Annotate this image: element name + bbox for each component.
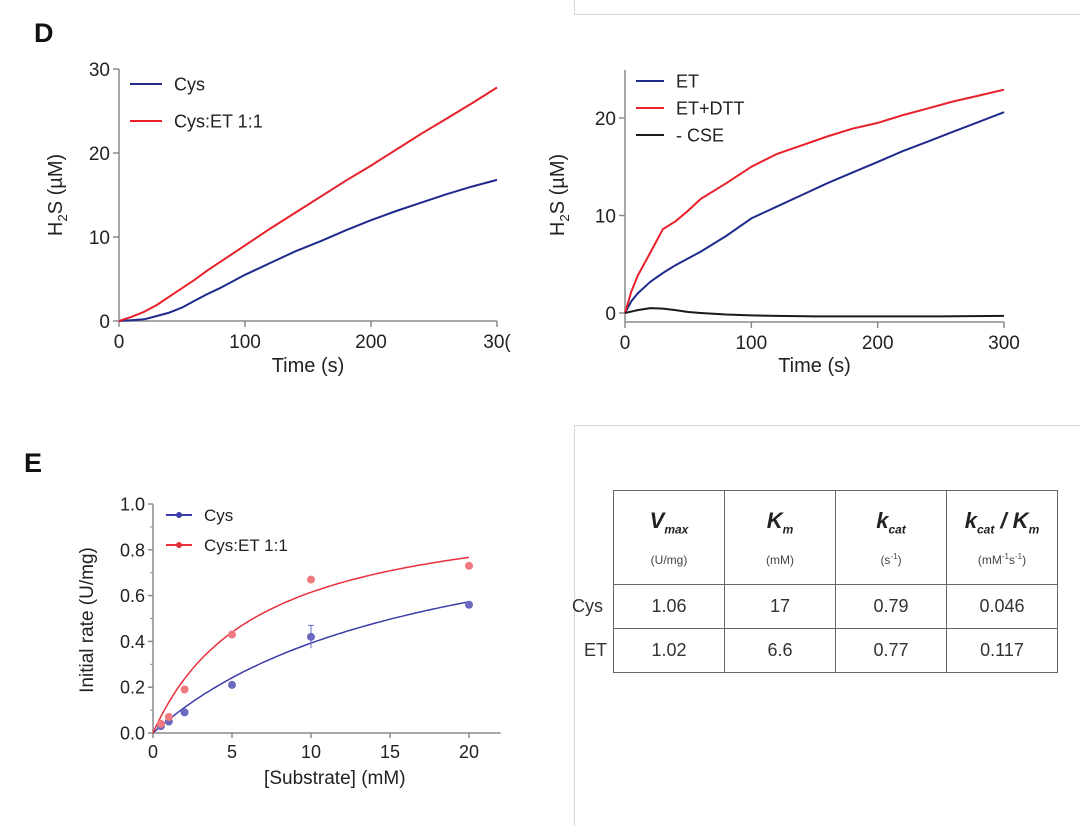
y-tick-label: 20 (89, 144, 110, 165)
x-tick-label: 0 (148, 742, 158, 762)
row-label-et: ET (583, 640, 607, 660)
table-cell: 0.79 (835, 584, 947, 629)
table-row: 1.06 17 0.79 0.046 (613, 584, 1058, 629)
data-point (465, 561, 473, 570)
y-axis-label: H2S (µM) (45, 154, 70, 236)
header-kcat-km: kcat / Km (mM-1s-1) (946, 490, 1058, 585)
legend-label-0: Cys (204, 506, 233, 525)
series-line-0 (624, 111, 1005, 314)
y-tick-label: 30 (89, 60, 110, 81)
legend-marker-0 (176, 512, 182, 518)
series-line-2 (624, 307, 1005, 318)
panel-frame-top (574, 0, 1080, 15)
table-header-row: Vmax (U/mg) Km (mM) kcat (s-1) kcat / Km… (613, 490, 1058, 585)
data-point (180, 708, 189, 717)
x-tick-label: 300 (988, 333, 1020, 354)
data-point (307, 575, 315, 584)
table-cell: 6.6 (724, 628, 836, 673)
x-axis-label: Time (s) (778, 355, 851, 377)
legend-label-2: - CSE (676, 125, 724, 145)
table-cell: 0.046 (946, 584, 1058, 629)
x-tick-label: 5 (227, 742, 237, 762)
panel-label-e: E (24, 448, 43, 478)
series-line-1 (624, 88, 1005, 314)
data-point (156, 719, 165, 728)
legend-label-1: Cys:ET 1:1 (204, 536, 288, 555)
table-cell: 1.06 (613, 584, 725, 629)
panel-frame-table (574, 425, 1080, 826)
data-point (465, 600, 473, 609)
y-tick-label: 0.2 (120, 678, 145, 698)
y-tick-label: 0.6 (120, 586, 145, 606)
y-axis-label: Initial rate (U/mg) (77, 547, 98, 693)
series-line-0 (118, 178, 498, 322)
y-tick-label: 0 (605, 304, 616, 325)
table-cell: 17 (724, 584, 836, 629)
x-axis-label: [Substrate] (mM) (264, 768, 405, 789)
y-tick-label: 10 (595, 206, 616, 227)
header-vmax: Vmax (U/mg) (613, 490, 725, 585)
data-point (164, 712, 173, 721)
legend-marker-1 (176, 542, 182, 548)
x-axis-label: Time (s) (272, 355, 345, 377)
kinetics-table: Vmax (U/mg) Km (mM) kcat (s-1) kcat / Km… (613, 490, 1058, 673)
header-km: Km (mM) (724, 490, 836, 585)
y-tick-label: 20 (595, 109, 616, 130)
row-label-cys: Cys (572, 596, 603, 616)
legend-label-0: Cys (174, 74, 205, 94)
y-tick-label: 10 (89, 228, 110, 249)
header-kcat: kcat (s-1) (835, 490, 947, 585)
legend-label-0: ET (676, 71, 699, 91)
x-tick-label: 20 (459, 742, 479, 762)
table-cell: 1.02 (613, 628, 725, 673)
data-point (228, 630, 236, 639)
x-tick-label: 200 (862, 333, 894, 354)
x-tick-label: 10 (301, 742, 321, 762)
y-tick-label: 0.4 (120, 632, 145, 652)
x-tick-label: 200 (355, 332, 387, 353)
data-point (228, 680, 236, 689)
x-tick-label: 100 (229, 332, 261, 353)
data-point (180, 685, 189, 694)
x-tick-label: 0 (620, 333, 631, 354)
y-tick-label: 1.0 (120, 494, 145, 514)
y-tick-label: 0 (99, 312, 110, 333)
y-tick-label: 0.8 (120, 540, 145, 560)
table-cell: 0.77 (835, 628, 947, 673)
table-cell: 0.117 (946, 628, 1058, 673)
x-tick-label: 100 (735, 333, 767, 354)
data-point (307, 632, 315, 641)
series-line-1 (118, 86, 498, 322)
legend-label-1: Cys:ET 1:1 (174, 111, 263, 131)
y-tick-label: 0.0 (120, 723, 145, 743)
y-axis-label: H2S (µM) (547, 154, 572, 236)
fit-curve-0 (152, 601, 470, 734)
panel-label-d: D (34, 18, 54, 48)
fit-curve-1 (152, 556, 470, 734)
table-row: 1.02 6.6 0.77 0.117 (613, 628, 1058, 673)
x-tick-label: 15 (380, 742, 400, 762)
legend-label-1: ET+DTT (676, 98, 745, 118)
x-tick-label: 0 (114, 332, 125, 353)
x-tick-label: 30( (483, 332, 511, 353)
